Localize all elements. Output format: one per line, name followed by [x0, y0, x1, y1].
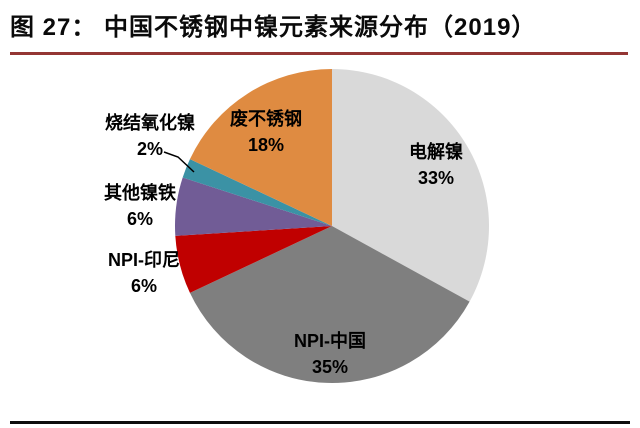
pie-slice-1 — [189, 226, 470, 384]
pie-slice-3 — [174, 177, 332, 236]
leader-line — [163, 151, 195, 173]
pie-slice-0 — [332, 69, 490, 302]
bottom-rule — [10, 421, 630, 424]
figure-title: 图 27： 中国不锈钢中镍元素来源分布（2019） — [10, 14, 537, 41]
title-rule — [10, 52, 628, 55]
pie-slice-5 — [189, 68, 332, 226]
pie-slice-4 — [182, 159, 332, 226]
pie-slice-2 — [175, 226, 332, 293]
